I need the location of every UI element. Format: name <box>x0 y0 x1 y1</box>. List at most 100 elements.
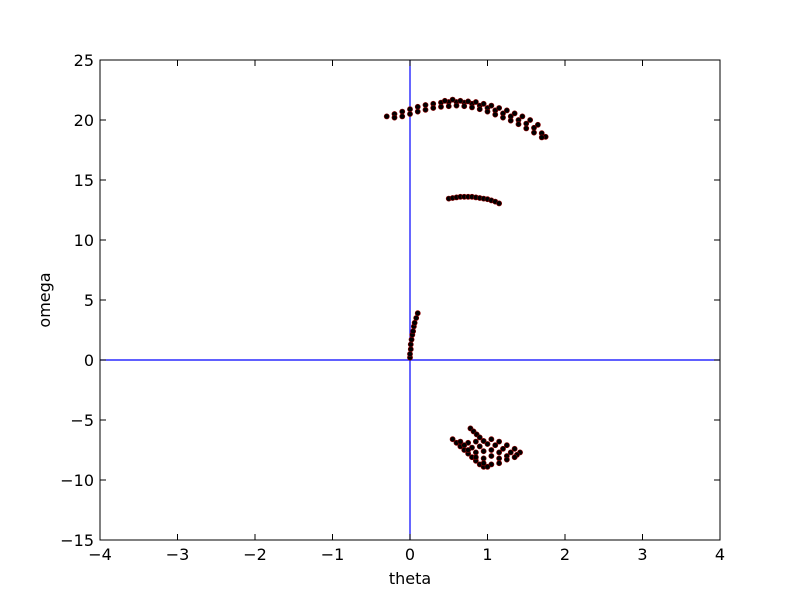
data-point <box>407 351 413 357</box>
y-tick-label: 20 <box>74 111 94 130</box>
data-point <box>480 438 487 444</box>
data-point <box>430 105 437 111</box>
data-point <box>461 103 468 110</box>
y-axis-label: omega <box>35 272 54 327</box>
data-point <box>465 447 472 453</box>
data-point <box>399 108 406 115</box>
data-point <box>480 455 487 462</box>
data-point <box>527 117 534 123</box>
data-point <box>453 102 460 109</box>
data-point <box>414 310 421 317</box>
data-point <box>492 442 499 449</box>
data-point <box>472 99 479 105</box>
data-point <box>422 106 429 113</box>
data-point <box>496 200 503 207</box>
data-point <box>438 103 444 110</box>
data-point <box>500 445 506 452</box>
axis-ticks <box>99 59 721 541</box>
data-point <box>414 108 421 115</box>
data-point <box>391 114 398 121</box>
y-tick-label: 5 <box>84 291 94 310</box>
data-point <box>445 103 452 110</box>
y-tick-label: 0 <box>84 351 94 370</box>
data-point <box>457 97 464 104</box>
data-point <box>531 129 537 136</box>
data-point <box>534 121 541 128</box>
data-point <box>457 438 464 445</box>
data-point <box>472 449 479 456</box>
data-point <box>496 105 503 111</box>
data-point <box>515 121 522 128</box>
data-point <box>484 441 491 447</box>
x-tick-label: −2 <box>243 545 267 564</box>
y-tick-label: 10 <box>74 231 94 250</box>
data-point <box>488 436 495 443</box>
point-cluster <box>407 310 421 361</box>
data-point <box>441 97 448 104</box>
point-cluster <box>445 193 503 207</box>
data-point <box>408 336 415 343</box>
data-point <box>407 346 414 353</box>
data-point <box>407 111 413 117</box>
data-point <box>449 96 456 103</box>
data-point <box>496 438 503 445</box>
x-tick-label: 4 <box>715 545 725 564</box>
data-point <box>411 319 418 326</box>
data-point <box>496 460 503 467</box>
y-tick-label: −15 <box>60 531 94 550</box>
x-tick-label: 2 <box>560 545 570 564</box>
data-point <box>476 106 483 113</box>
y-tick-label: 25 <box>74 51 94 70</box>
data-point <box>480 100 487 107</box>
x-tick-label: −1 <box>321 545 345 564</box>
data-point <box>461 442 468 449</box>
y-tick-label: −10 <box>60 471 94 490</box>
data-point <box>480 448 487 455</box>
data-point <box>422 102 429 108</box>
x-tick-label: −3 <box>166 545 190 564</box>
data-point <box>484 108 491 115</box>
data-point <box>383 113 390 120</box>
data-point <box>399 113 406 120</box>
data-point <box>496 455 503 462</box>
data-point <box>511 445 518 452</box>
data-point <box>500 114 506 121</box>
data-point <box>538 134 545 141</box>
data-point <box>407 341 414 348</box>
data-point <box>503 107 510 114</box>
data-point <box>413 315 420 321</box>
x-tick-label: 3 <box>637 545 647 564</box>
data-point <box>503 442 510 449</box>
data-point <box>496 449 503 456</box>
data-point <box>507 449 514 456</box>
y-tick-label: 15 <box>74 171 94 190</box>
data-point <box>492 111 499 118</box>
point-cluster <box>449 425 523 470</box>
data-point <box>488 453 495 459</box>
data-point <box>507 117 514 124</box>
data-point <box>472 438 479 445</box>
data-point <box>488 447 495 453</box>
data-point <box>484 463 491 470</box>
data-point <box>480 460 487 467</box>
data-point <box>476 434 483 441</box>
data-point <box>449 436 456 443</box>
x-tick-label: 0 <box>405 545 415 564</box>
data-point <box>414 103 421 110</box>
data-point <box>407 106 413 113</box>
data-point <box>511 110 518 117</box>
y-tick-label: −5 <box>70 411 94 430</box>
data-point <box>519 113 526 120</box>
x-axis-label: theta <box>389 569 431 588</box>
data-point <box>465 98 472 105</box>
data-point <box>469 104 475 111</box>
data-point <box>410 328 416 335</box>
data-point <box>472 454 479 461</box>
x-tick-label: 1 <box>482 545 492 564</box>
data-point <box>523 125 530 132</box>
x-tick-label: −4 <box>88 545 112 564</box>
data-point <box>488 102 495 109</box>
